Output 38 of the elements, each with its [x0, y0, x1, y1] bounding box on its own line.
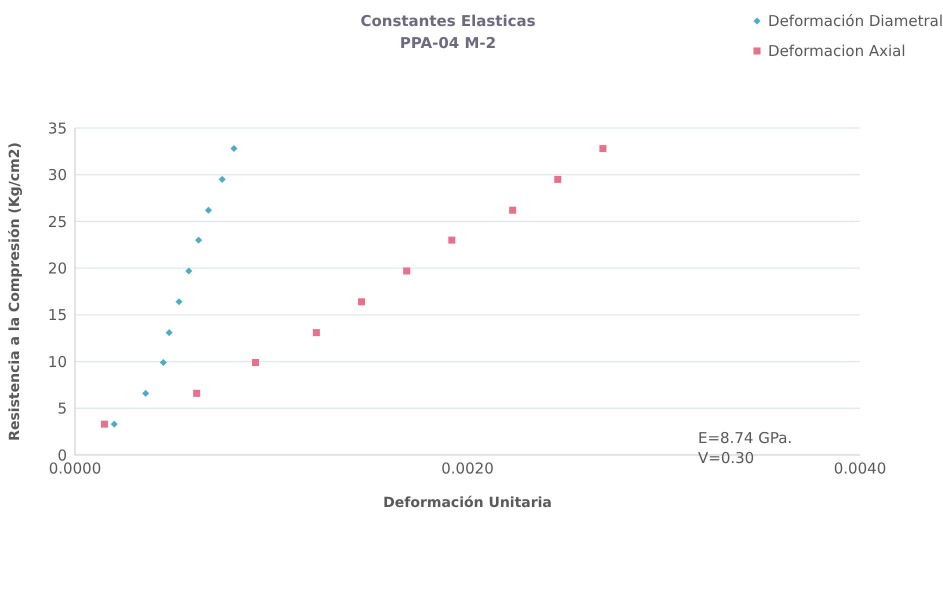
point: [100, 420, 108, 428]
point: [193, 390, 200, 397]
x-tick-label: 0.0040: [834, 460, 886, 478]
point: [312, 329, 320, 336]
point: [160, 359, 167, 366]
point: [599, 145, 606, 152]
point: [403, 267, 410, 274]
point: [358, 298, 366, 306]
y-tick-label: 20: [48, 259, 67, 278]
point: [509, 206, 516, 214]
point: [252, 359, 260, 366]
y-tick-label: 30: [48, 166, 67, 184]
y-tick-label: 10: [48, 352, 67, 371]
y-tick-label: 15: [48, 306, 67, 324]
x-axis-title: Deformación Unitaria: [383, 495, 552, 511]
point: [230, 145, 238, 152]
point: [204, 206, 212, 214]
point: [195, 236, 202, 244]
y-tick-label: 5: [57, 400, 67, 418]
x-tick-label: 0.0020: [441, 460, 494, 478]
point: [142, 390, 150, 397]
y-axis-title: Resistencia a la Compresión (Kg/cm2): [6, 142, 23, 441]
point: [166, 329, 173, 336]
y-tick-label: 35: [48, 119, 67, 138]
point: [448, 236, 456, 244]
legend-label: Deformacion Axial: [768, 42, 906, 60]
annotation: E=8.74 GPa.: [698, 428, 792, 448]
annotation: V=0.30: [698, 448, 756, 468]
x-tick-label: 0.0000: [48, 460, 102, 478]
chart-title: Constantes Elasticas: [359, 11, 537, 32]
y-tick-label: 25: [48, 212, 67, 231]
chart-subtitle: PPA-04 M-2: [398, 33, 498, 54]
point: [554, 176, 562, 183]
point: [110, 420, 118, 428]
point: [218, 176, 226, 183]
legend-label: Deformación Diametral: [768, 12, 943, 30]
point: [176, 298, 183, 306]
point: [185, 267, 192, 274]
